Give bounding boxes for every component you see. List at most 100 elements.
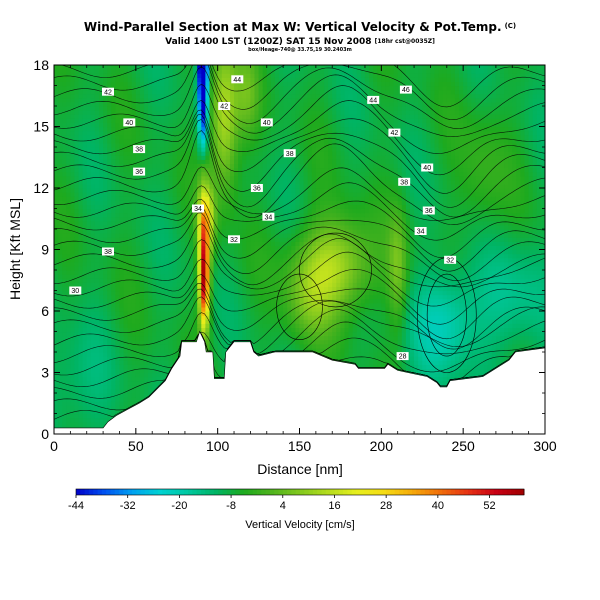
heat-cell: [266, 77, 272, 82]
heat-cell: [103, 323, 108, 328]
heat-cell: [94, 257, 100, 263]
heat-cell: [221, 65, 227, 70]
heat-cell: [201, 200, 206, 205]
heat-cell: [172, 249, 178, 255]
heat-cell: [70, 294, 76, 300]
heat-cell: [156, 89, 161, 95]
heat-cell: [54, 282, 59, 287]
heat-cell: [111, 286, 116, 292]
heat-cell: [123, 126, 129, 132]
heat-cell: [58, 151, 63, 156]
heat-cell: [90, 286, 96, 292]
heat-cell: [86, 347, 92, 353]
heat-cell: [90, 77, 96, 82]
heat-cell: [221, 261, 227, 267]
heat-cell: [139, 101, 145, 107]
heat-cell: [111, 196, 116, 201]
heat-cell: [164, 89, 170, 95]
heat-cell: [107, 409, 112, 415]
heat-cell: [172, 77, 178, 82]
heat-cell: [266, 183, 272, 189]
heat-cell: [221, 163, 227, 169]
heat-cell: [62, 286, 67, 292]
heat-cell: [160, 138, 166, 144]
heat-cell: [270, 294, 276, 300]
heat-cell: [168, 306, 174, 312]
heat-cell: [168, 253, 174, 259]
heat-cell: [90, 421, 96, 427]
heat-cell: [254, 311, 260, 316]
heat-cell: [250, 278, 256, 283]
heat-cell: [78, 327, 84, 333]
heat-cell: [54, 397, 59, 402]
heat-cell: [139, 274, 145, 279]
heat-cell: [205, 315, 211, 320]
heat-cell: [242, 282, 247, 287]
heat-cell: [164, 204, 170, 210]
heat-cell: [86, 122, 92, 128]
heat-cell: [193, 73, 198, 78]
heat-cell: [82, 261, 88, 267]
heat-cell: [148, 323, 153, 328]
heat-cell: [180, 315, 186, 320]
heat-cell: [86, 73, 92, 78]
heat-cell: [254, 171, 260, 177]
heat-cell: [54, 393, 59, 398]
heat-cell: [152, 270, 157, 275]
heat-cell: [250, 290, 256, 296]
heat-cell: [270, 327, 276, 333]
heat-cell: [176, 270, 182, 275]
heat-cell: [205, 327, 211, 333]
heat-cell: [254, 294, 260, 300]
heat-cell: [160, 376, 166, 382]
heat-cell: [225, 65, 231, 70]
heat-cell: [66, 302, 71, 308]
heat-cell: [225, 311, 231, 316]
heat-cell: [209, 315, 215, 320]
heat-cell: [62, 413, 67, 419]
heat-cell: [209, 122, 215, 128]
heat-cell: [274, 171, 280, 177]
heat-cell: [270, 270, 276, 275]
heat-cell: [115, 331, 121, 337]
heat-cell: [152, 138, 157, 144]
heat-cell: [246, 335, 251, 341]
heat-cell: [123, 159, 129, 164]
heat-cell: [58, 69, 63, 74]
heat-cell: [225, 282, 231, 287]
heat-cell: [70, 114, 76, 119]
heat-cell: [86, 81, 92, 87]
heat-cell: [123, 85, 129, 91]
heat-cell: [86, 126, 92, 132]
heat-cell: [274, 208, 280, 214]
heat-cell: [139, 323, 145, 328]
heat-cell: [242, 278, 247, 283]
heat-cell: [103, 134, 108, 140]
heat-cell: [115, 302, 121, 308]
heat-cell: [197, 183, 202, 189]
heat-cell: [139, 356, 145, 361]
heat-cell: [135, 380, 141, 386]
heat-cell: [66, 393, 71, 398]
heat-cell: [270, 167, 276, 173]
heat-cell: [74, 315, 80, 320]
heat-cell: [127, 306, 133, 312]
heat-cell: [58, 97, 63, 103]
heat-cell: [205, 282, 211, 287]
heat-cell: [164, 319, 170, 324]
heat-cell: [246, 212, 251, 218]
heat-cell: [254, 204, 260, 210]
heat-cell: [82, 360, 88, 365]
heat-cell: [205, 233, 211, 238]
heat-cell: [70, 196, 76, 201]
heat-cell: [205, 134, 211, 140]
heat-cell: [135, 196, 141, 201]
heat-cell: [127, 192, 133, 197]
heat-cell: [197, 286, 202, 292]
heat-cell: [62, 77, 67, 82]
heat-cell: [144, 163, 149, 169]
heat-cell: [94, 101, 100, 107]
heat-cell: [127, 200, 133, 205]
heat-cell: [148, 233, 153, 238]
heat-cell: [172, 339, 178, 345]
